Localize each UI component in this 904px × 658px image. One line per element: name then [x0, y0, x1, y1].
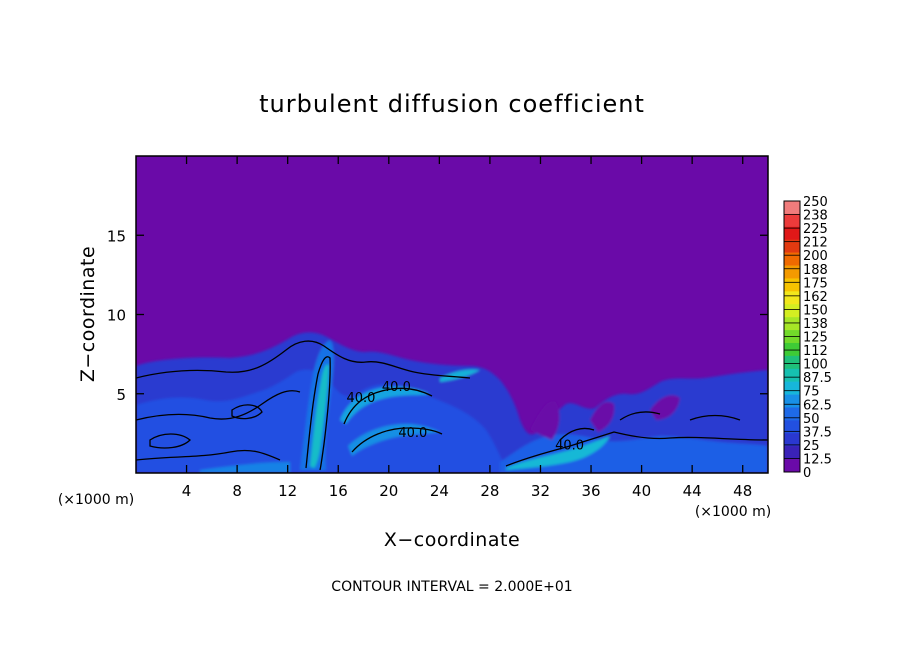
- colorbar-swatch: [784, 433, 800, 447]
- contour-label: 40.0: [382, 380, 411, 395]
- colorbar-swatch: [784, 239, 800, 253]
- x-tick-label: 28: [480, 482, 499, 500]
- field-top-right: [440, 369, 480, 382]
- contour-line-arc-upper: [343, 387, 433, 425]
- colorbar-label: 175: [803, 276, 828, 291]
- contour-line-mid-loop: [231, 404, 263, 420]
- contour-line-left-loop: [149, 433, 191, 449]
- y-axis-label: Z−coordinate: [77, 246, 99, 382]
- colorbar-label: 225: [803, 222, 828, 237]
- contour-line-right: [505, 431, 768, 467]
- colorbar-swatch: [784, 355, 800, 370]
- colorbar-swatch: [784, 304, 800, 318]
- colorbar-swatch: [784, 291, 800, 305]
- colorbar-label: 112: [803, 344, 828, 359]
- colorbar-label: 100: [803, 358, 828, 373]
- colorbar-swatch: [784, 394, 800, 408]
- colorbar-swatch: [784, 459, 800, 473]
- field-arc-upper: [340, 386, 430, 424]
- colorbar-label: 150: [803, 303, 828, 318]
- colorbar-label: 188: [803, 263, 828, 278]
- contour-label: 40.0: [555, 438, 584, 453]
- field-plume-core: [310, 364, 329, 468]
- colorbar-swatch: [784, 446, 800, 460]
- colorbar-swatch: [784, 342, 800, 357]
- contour-line-right-upper: [559, 411, 741, 441]
- field-arc-lower: [348, 424, 440, 456]
- field-surface-mid: [200, 462, 290, 473]
- field-surface-right: [506, 436, 610, 470]
- y-tick-label: 10: [107, 307, 126, 325]
- heatmap-field: [136, 332, 768, 473]
- x-tick-label: 12: [278, 482, 297, 500]
- contour-line-plume: [305, 356, 331, 471]
- y-axis-ticks: 5 10 15: [107, 227, 768, 404]
- colorbar-label: 125: [803, 331, 828, 346]
- field-right-lobe: [500, 434, 768, 473]
- x-tick-label: 44: [683, 482, 702, 500]
- colorbar-label: 37.5: [803, 425, 832, 440]
- colorbar-label: 12.5: [803, 452, 832, 467]
- colorbar-swatch: [784, 420, 800, 434]
- colorbar-label: 200: [803, 249, 828, 264]
- contour-lines: [136, 340, 768, 471]
- colorbar-swatch: [784, 265, 800, 279]
- colorbar-swatch: [784, 407, 800, 421]
- x-tick-label: 8: [232, 482, 242, 500]
- contour-line-arc-lower: [351, 427, 443, 453]
- field-gap-right: [530, 395, 680, 440]
- x-tick-label: 48: [733, 482, 752, 500]
- colorbar-swatch: [784, 278, 800, 292]
- colorbar-label: 25: [803, 439, 820, 454]
- colorbar-swatch: [784, 252, 800, 266]
- colorbar-label: 62.5: [803, 398, 832, 413]
- colorbar-swatch: [784, 213, 800, 228]
- contour-line-surface: [136, 449, 281, 461]
- x-tick-label: 20: [379, 482, 398, 500]
- colorbar-label: 75: [803, 385, 820, 400]
- x-tick-label: 32: [531, 482, 550, 500]
- colorbar-label: 0: [803, 466, 811, 481]
- colorbar: 2502382252122001881751621501381251121008…: [783, 195, 832, 481]
- colorbar-swatch: [784, 201, 800, 215]
- x-unit-left: (×1000 m): [58, 492, 134, 508]
- colorbar-label: 250: [803, 195, 828, 210]
- chart-title: turbulent diffusion coefficient: [259, 90, 645, 118]
- x-tick-label: 16: [329, 482, 348, 500]
- contour-label: 40.0: [398, 426, 427, 441]
- contour-line-main: [136, 340, 471, 379]
- colorbar-label: 50: [803, 412, 820, 427]
- x-tick-label: 36: [581, 482, 600, 500]
- colorbar-swatch: [784, 368, 800, 382]
- colorbar-label: 87.5: [803, 371, 832, 386]
- contour-interval-note: CONTOUR INTERVAL = 2.000E+01: [331, 579, 572, 595]
- colorbar-label: 238: [803, 209, 828, 224]
- x-tick-label: 24: [430, 482, 449, 500]
- colorbar-swatch: [784, 226, 800, 241]
- colorbar-label: 212: [803, 236, 828, 251]
- x-unit-right: (×1000 m): [695, 504, 771, 520]
- colorbar-label: 138: [803, 317, 828, 332]
- colorbar-swatch: [784, 317, 800, 331]
- colorbar-swatch: [784, 381, 800, 395]
- x-axis-label: X−coordinate: [384, 529, 520, 551]
- contour-label-group: 40.0 40.0 40.0 40.0: [347, 380, 585, 454]
- colorbar-label: 162: [803, 290, 828, 305]
- x-tick-label: 4: [182, 482, 192, 500]
- x-axis-ticks: 4 8 12 16 20 24 28 32 36 40 44 48: [182, 156, 752, 500]
- y-tick-label: 5: [116, 386, 126, 404]
- y-tick-label: 15: [107, 227, 126, 245]
- x-tick-label: 40: [632, 482, 651, 500]
- contour-label: 40.0: [347, 391, 376, 406]
